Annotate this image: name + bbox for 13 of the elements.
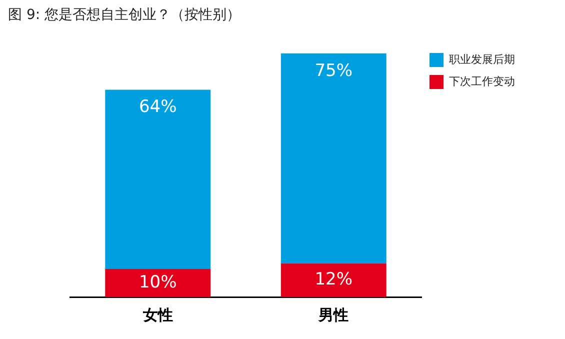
x-tick-label: 女性 bbox=[142, 306, 173, 324]
data-label: 64% bbox=[138, 97, 177, 118]
bar bbox=[105, 90, 211, 269]
x-tick-label: 男性 bbox=[318, 306, 349, 324]
data-label: 12% bbox=[314, 270, 353, 290]
legend-label: 下次工作变动 bbox=[449, 74, 515, 88]
bar bbox=[280, 263, 386, 297]
chart-title: 图 9: 您是否想自主创业？（按性别） bbox=[8, 6, 241, 24]
legend-label: 职业发展后期 bbox=[449, 52, 515, 66]
data-label: 10% bbox=[138, 272, 177, 292]
data-label: 75% bbox=[314, 60, 353, 81]
bar bbox=[105, 269, 211, 297]
bar bbox=[280, 53, 386, 264]
